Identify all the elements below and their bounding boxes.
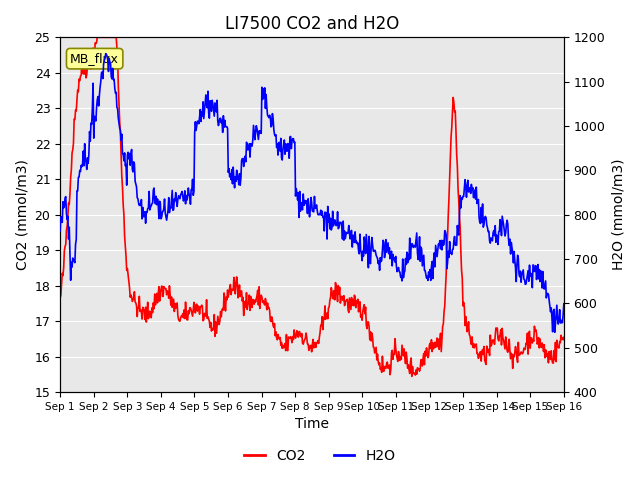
Title: LI7500 CO2 and H2O: LI7500 CO2 and H2O	[225, 15, 399, 33]
Legend: CO2, H2O: CO2, H2O	[239, 443, 401, 468]
Text: MB_flux: MB_flux	[70, 52, 119, 65]
Y-axis label: H2O (mmol/m3): H2O (mmol/m3)	[611, 159, 625, 270]
Y-axis label: CO2 (mmol/m3): CO2 (mmol/m3)	[15, 159, 29, 270]
X-axis label: Time: Time	[295, 418, 329, 432]
